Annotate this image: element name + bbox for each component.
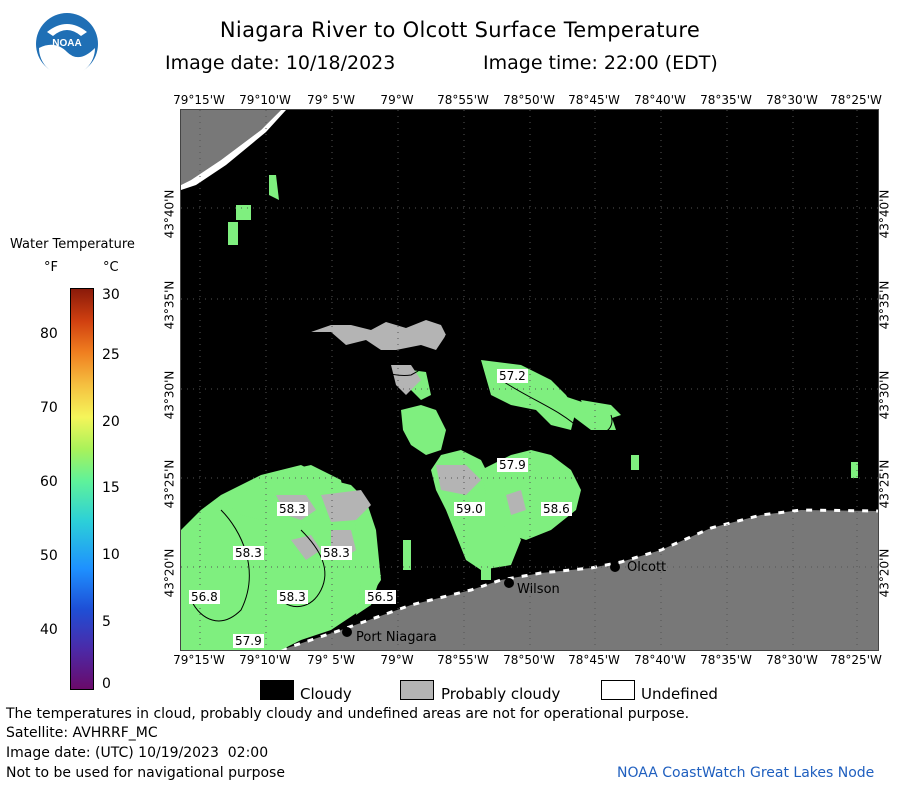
lat-label: 43°40'N [877, 189, 892, 239]
legend-probably-cloudy-label: Probably cloudy [441, 685, 561, 703]
temp-label: 58.6 [541, 502, 572, 516]
town-port-niagara: Port Niagara [356, 630, 437, 645]
lon-label: 78°45'W [568, 653, 620, 667]
temp-label: 57.9 [497, 458, 528, 472]
town-wilson: Wilson [517, 582, 560, 597]
temp-label: 58.3 [321, 546, 352, 560]
wilson-marker [504, 578, 514, 588]
lon-label: 78°40'W [634, 653, 686, 667]
c-tick: 10 [102, 547, 120, 563]
lon-label: 79°15'W [173, 653, 225, 667]
lon-label: 78°35'W [700, 93, 752, 107]
lon-label: 79°W [380, 653, 414, 667]
footer-note: The temperatures in cloud, probably clou… [6, 706, 690, 722]
lat-label: 43°40'N [162, 189, 177, 239]
temp-label: 58.3 [277, 590, 308, 604]
legend-probably-cloudy-swatch [400, 680, 434, 700]
scale-unit-f: °F [44, 260, 58, 275]
footer-satellite: Satellite: AVHRRF_MC [6, 725, 158, 741]
lon-label: 78°45'W [568, 93, 620, 107]
town-olcott: Olcott [627, 560, 667, 575]
legend-cloudy-swatch [260, 680, 294, 700]
f-tick: 70 [40, 400, 58, 416]
c-tick: 15 [102, 480, 120, 496]
olcott-marker [610, 562, 620, 572]
scale-title: Water Temperature [10, 237, 135, 252]
temperature-contours [190, 331, 613, 622]
lon-label: 79°10'W [239, 93, 291, 107]
lat-label: 43°30'N [877, 370, 892, 420]
lat-label: 43°35'N [877, 280, 892, 330]
temp-label: 56.5 [365, 590, 396, 604]
land-northwest [181, 110, 281, 185]
c-tick: 0 [102, 676, 111, 692]
temp-label: 58.3 [277, 502, 308, 516]
lon-labels-top: 79°15'W 79°10'W 79° 5'W 79°W 78°55'W 78°… [0, 93, 916, 109]
lon-label: 78°50'W [503, 93, 555, 107]
temp-label: 57.9 [233, 634, 264, 648]
lat-label: 43°25'N [162, 459, 177, 509]
probably-cloudy-areas [276, 320, 526, 560]
lon-label: 78°30'W [766, 653, 818, 667]
lon-label: 78°25'W [830, 653, 882, 667]
noaa-logo: NOAA [35, 12, 99, 76]
c-tick: 25 [102, 347, 120, 363]
port-niagara-marker [342, 627, 352, 637]
lat-label: 43°35'N [162, 280, 177, 330]
lon-label: 78°40'W [634, 93, 686, 107]
lon-label: 79° 5'W [307, 653, 355, 667]
temp-label: 56.8 [189, 590, 220, 604]
lon-label: 78°55'W [437, 653, 489, 667]
land-south [281, 510, 878, 650]
graticule [181, 110, 878, 650]
lon-label: 78°30'W [766, 93, 818, 107]
lon-label: 79° 5'W [307, 93, 355, 107]
lat-label: 43°25'N [877, 459, 892, 509]
lat-label: 43°20'N [162, 548, 177, 598]
c-tick: 30 [102, 287, 120, 303]
lat-label: 43°20'N [877, 548, 892, 598]
lon-label: 79°10'W [239, 653, 291, 667]
temperature-color-bar [70, 288, 94, 690]
undefined-edge [181, 110, 286, 190]
c-tick: 20 [102, 414, 120, 430]
coastwatch-credit: NOAA CoastWatch Great Lakes Node [617, 765, 875, 781]
map-title: Niagara River to Olcott Surface Temperat… [219, 18, 701, 42]
lon-label: 79°15'W [173, 93, 225, 107]
f-tick: 60 [40, 474, 58, 490]
f-tick: 40 [40, 622, 58, 638]
c-tick: 5 [102, 614, 111, 630]
svg-text:NOAA: NOAA [52, 38, 81, 49]
lon-label: 78°50'W [503, 653, 555, 667]
lat-label: 43°30'N [162, 370, 177, 420]
temp-label: 57.2 [497, 369, 528, 383]
lon-labels-bottom: 79°15'W 79°10'W 79° 5'W 79°W 78°55'W 78°… [0, 653, 916, 669]
footer-utc-date: Image date: (UTC) 10/19/2023 02:00 [6, 745, 269, 761]
temp-label: 58.3 [233, 546, 264, 560]
map-canvas [181, 110, 879, 652]
lon-label: 79°W [380, 93, 414, 107]
f-tick: 80 [40, 326, 58, 342]
f-tick: 50 [40, 548, 58, 564]
map-panel: 57.2 57.9 59.0 58.6 58.3 58.3 58.3 56.8 … [180, 109, 879, 652]
legend-undefined-swatch [601, 680, 635, 700]
lon-label: 78°35'W [700, 653, 752, 667]
scale-unit-c: °C [103, 260, 119, 275]
image-time: Image time: 22:00 (EDT) [483, 52, 718, 74]
image-date: Image date: 10/18/2023 [165, 52, 396, 74]
legend-cloudy-label: Cloudy [300, 685, 352, 703]
footer-nav-warning: Not to be used for navigational purpose [6, 765, 285, 781]
temp-label: 59.0 [454, 502, 485, 516]
lon-label: 78°25'W [830, 93, 882, 107]
lon-label: 78°55'W [437, 93, 489, 107]
legend-undefined-label: Undefined [641, 685, 718, 703]
